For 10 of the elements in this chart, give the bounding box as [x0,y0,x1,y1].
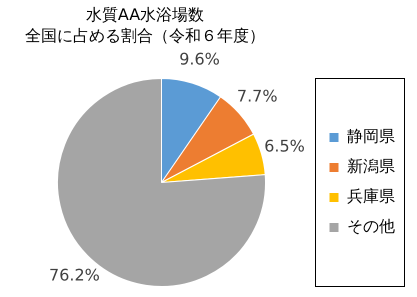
chart-subtitle: 全国に占める割合（令和６年度） [24,25,266,46]
legend-label: 静岡県 [347,126,395,146]
legend-label: 新潟県 [347,156,395,176]
chart-title: 水質AA水浴場数 [84,4,206,25]
data-label: 76.2% [49,266,100,285]
data-label: 6.5% [264,136,305,156]
data-label: 7.7% [236,86,278,106]
legend-label: その他 [347,216,395,236]
legend-label: 兵庫県 [347,186,395,206]
data-label: 9.6% [179,49,220,68]
